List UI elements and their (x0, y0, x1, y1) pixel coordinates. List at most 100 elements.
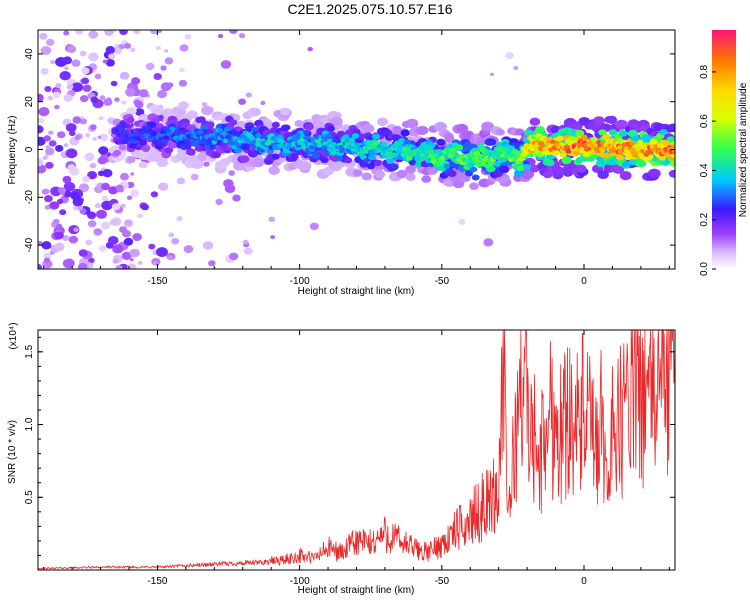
spectrogram-ridge-cell (315, 139, 321, 144)
spectrogram-noise-cell (40, 46, 52, 55)
spectrogram-ridge-cell (436, 138, 446, 146)
spectrogram-marks (38, 30, 675, 269)
spectrogram-ridge-cell (320, 135, 327, 140)
spectrogram-ridge-cell (627, 129, 639, 138)
spectrogram-ridge-cell (575, 129, 585, 137)
spectrogram-noise-cell (88, 257, 95, 264)
spectrogram-ridge-cell (280, 124, 290, 132)
spectrogram-noise-cell (89, 124, 97, 131)
spectrogram-ridge-cell (469, 166, 478, 173)
spectrogram-noise-cell (121, 100, 127, 105)
spectrogram-noise-cell (99, 133, 109, 141)
spectrogram-ridge-cell (178, 101, 189, 110)
spectrogram-ridge-cell (227, 139, 234, 144)
spectrogram-ridge-cell (250, 126, 258, 133)
spectrogram-noise-cell (268, 216, 276, 222)
spectrogram-ridge-cell (330, 150, 338, 156)
spectrogram-ridge-cell (362, 149, 369, 155)
colorbar-tick-label: 0.4 (699, 163, 710, 177)
spectrogram-noise-cell (164, 57, 174, 65)
spectrogram-noise-cell (260, 100, 266, 106)
spectrogram-noise-cell (119, 71, 130, 80)
spectrogram-ridge-cell (356, 133, 366, 140)
spectrogram-ridge-cell (186, 148, 196, 156)
spectrogram-ridge-cell (151, 131, 158, 136)
spectrogram-noise-cell (158, 182, 169, 191)
snr-line (38, 330, 675, 570)
spectrogram-ridge-cell (556, 135, 565, 142)
spectrogram-noise-cell (63, 94, 73, 102)
spectrogram-ridge-cell (668, 169, 675, 178)
spectrogram-noise-cell (102, 59, 108, 64)
spectrogram-ridge-cell (133, 132, 140, 138)
spectrogram-noise-cell (88, 52, 99, 62)
spectrogram-ridge-cell (575, 164, 587, 173)
spectrogram-noise-cell (232, 194, 241, 202)
spectrogram-noise-cell (82, 84, 92, 92)
spectrogram-noise-cell (58, 187, 66, 194)
spectrogram-x-axis-label: Height of straight line (km) (298, 286, 415, 297)
spectrogram-noise-cell (48, 140, 57, 147)
spectrogram-noise-cell (72, 116, 82, 124)
spectrogram-noise-cell (184, 33, 192, 40)
spectrogram-ridge-cell (405, 173, 416, 181)
spectrogram-ridge-cell (358, 152, 365, 157)
spectrogram-noise-cell (61, 235, 70, 241)
spectrogram-noise-cell (131, 77, 141, 85)
colorbar: 0.0 0.2 0.4 0.6 0.8 Normalized spectral ampl… (699, 30, 749, 276)
spectrogram-ridge-cell (339, 148, 345, 153)
spectrogram-noise-cell (81, 67, 90, 75)
spectrogram-noise-cell (69, 130, 76, 137)
spectrogram-noise-cell (126, 195, 133, 200)
spectrogram-ridge-cell (201, 105, 214, 116)
spectrogram-ridge-cell (184, 143, 192, 150)
spectrogram-noise-cell (43, 135, 51, 142)
spectrogram-ridge-cell (225, 134, 232, 140)
spectrogram-noise-cell (38, 164, 47, 174)
spectrogram-ridge-cell (374, 170, 386, 179)
spectrogram-noise-cell (90, 96, 99, 104)
spectrogram-ridge-cell (612, 164, 625, 174)
spectrogram-noise-cell (137, 213, 143, 219)
spectrogram-ridge-cell (629, 141, 636, 146)
spectrogram-noise-cell (309, 222, 319, 231)
snr-y-tick-label: 1.0 (24, 417, 35, 431)
spectrogram-noise-cell (152, 261, 158, 265)
snr-x-tick-label: -150 (147, 576, 167, 587)
snr-x-tick-label: 0 (581, 576, 587, 587)
spectrogram-noise-cell (38, 241, 43, 246)
spectrogram-ridge-cell (197, 129, 204, 135)
spectrogram-noise-cell (168, 255, 174, 260)
spectrogram-ridge-cell (428, 149, 435, 155)
spectrogram-noise-cell (490, 72, 494, 76)
spectrogram-ridge-cell (589, 143, 596, 149)
spectrogram-noise-cell (55, 57, 68, 67)
spectrogram-ridge-cell (141, 145, 150, 153)
spectrogram-noise-cell (48, 130, 54, 135)
snr-y-tick-label: 0.5 (24, 490, 35, 504)
spectrogram-noise-cell (97, 135, 102, 139)
spectrogram-ridge-cell (455, 144, 464, 151)
spectrogram-ridge-cell (221, 144, 230, 152)
spectrogram-ridge-cell (231, 145, 237, 150)
spectrogram-ridge-cell (565, 148, 572, 154)
spectrogram-noise-cell (63, 181, 76, 192)
spectrogram-noise-cell (120, 172, 129, 181)
spectrogram-noise-cell (65, 148, 78, 159)
spectrogram-ridge-cell (169, 126, 176, 131)
spectrogram-ridge-cell (126, 116, 135, 123)
spectrogram-noise-cell (229, 252, 239, 261)
colorbar-tick-label: 0.6 (699, 114, 710, 128)
spectrogram-y-tick-label: -40 (24, 237, 35, 252)
spectrogram-noise-cell (64, 66, 69, 71)
spectrogram-ridge-cell (456, 123, 469, 133)
spectrogram-noise-cell (97, 170, 105, 177)
spectrogram-ridge-cell (619, 171, 632, 181)
spectrogram-noise-cell (67, 164, 76, 171)
spectrogram-noise-cell (120, 203, 126, 208)
spectrogram-noise-cell (85, 239, 93, 246)
spectrogram-noise-cell (228, 170, 235, 176)
spectrogram-noise-cell (54, 242, 65, 252)
spectrogram-noise-cell (38, 158, 44, 167)
spectrogram-noise-cell (50, 60, 56, 65)
